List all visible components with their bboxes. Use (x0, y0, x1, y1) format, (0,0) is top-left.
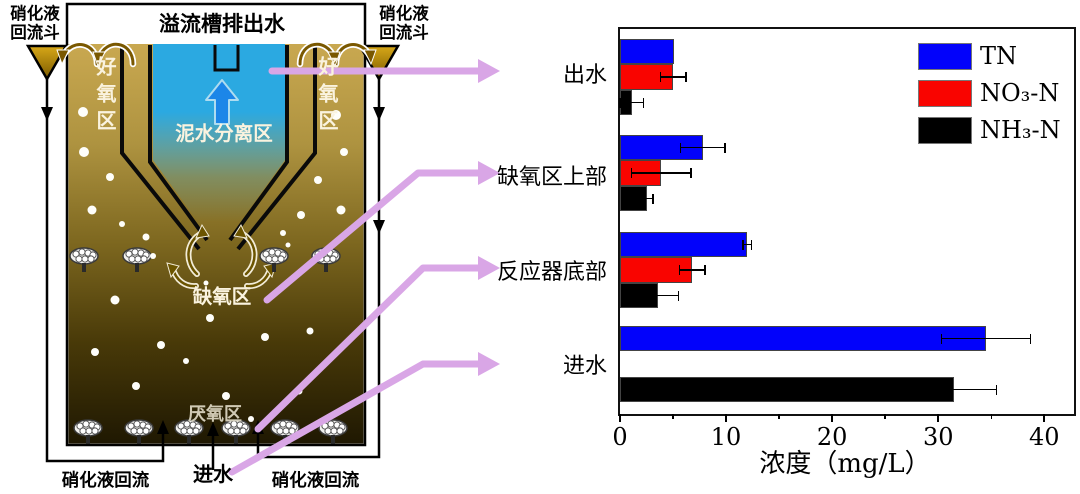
separation-zone-label: 泥水分离区 (175, 123, 273, 145)
error-bar (911, 388, 997, 391)
error-bar-cap (1029, 333, 1032, 344)
bar-TN-进水 (620, 326, 986, 352)
error-bar-cap (995, 384, 998, 395)
bar-NH₃-N-进水 (620, 376, 955, 403)
legend-swatch-no3n (918, 79, 972, 107)
aerobic-zone-right-label: 好氧区 (315, 56, 337, 137)
x-minor-tick-5 (672, 414, 674, 419)
surface-flow-arrows (56, 41, 377, 68)
x-axis-title: 浓度（mg/L） (759, 449, 931, 479)
legend-item-tn: TN (918, 42, 1061, 70)
x-minor-tick-25 (884, 414, 886, 419)
category-label-anoxic-upper: 缺氧区上部 (496, 165, 607, 190)
clarifier-funnel-walls (120, 45, 317, 251)
callout-arrowheads (478, 59, 500, 376)
error-bar-cap (704, 265, 706, 276)
x-tick-label-40: 40 (1029, 423, 1060, 451)
category-label-influent: 进水 (562, 354, 607, 379)
error-bar (640, 197, 653, 200)
callout-anoxic-upper (263, 169, 484, 304)
error-bar (631, 172, 692, 174)
reactor-diagram (25, 2, 500, 476)
chart-legend: TN NO₃-N NH₃-N (918, 42, 1061, 144)
legend-label-tn: TN (980, 42, 1018, 70)
reflux-right-label: 硝化液回流 (271, 470, 360, 490)
x-minor-tick-35 (990, 414, 992, 419)
error-bar-cap (910, 384, 913, 395)
error-bar-cap (690, 168, 692, 179)
callout-reactor-bottom (254, 264, 484, 433)
reflux-left-label: 硝化液回流 (61, 470, 150, 490)
x-tick-10 (725, 414, 728, 422)
error-bar (620, 101, 644, 104)
x-tick-label-20: 20 (816, 423, 848, 451)
category-label-effluent: 出水 (562, 63, 607, 88)
error-bar-cap (724, 142, 726, 153)
recirculation-pipes (45, 79, 381, 470)
legend-swatch-tn (918, 42, 972, 70)
influent-label: 进水 (193, 464, 233, 486)
x-tick-label-10: 10 (710, 423, 742, 451)
error-bar-cap (642, 97, 645, 108)
x-tick-label-30: 30 (922, 423, 954, 451)
reactor-tank (65, 2, 367, 447)
x-tick-30 (937, 414, 940, 422)
error-bar (638, 294, 679, 297)
category-label-reactor-bottom: 反应器底部 (496, 260, 607, 285)
legend-item-no3n: NO₃-N (918, 79, 1061, 107)
error-bar-cap (659, 72, 662, 83)
error-bar-cap (630, 168, 633, 179)
bubbles-layer (78, 107, 348, 422)
legend-label-nh3n: NH₃-N (980, 116, 1061, 144)
error-bar (941, 337, 1031, 340)
hopper-left-icon (25, 44, 69, 82)
x-tick-label-0: 0 (612, 423, 628, 451)
anoxic-zone-label: 缺氧区 (192, 286, 252, 308)
upflow-arrow-icon (205, 79, 239, 125)
bar-TN-出水 (620, 39, 675, 65)
error-bar-cap (678, 265, 681, 276)
error-bar-cap (652, 193, 654, 204)
error-bar-cap (639, 193, 641, 204)
legend-label-no3n: NO₃-N (980, 79, 1060, 107)
hopper-left-label: 硝化液 回流斗 (10, 5, 60, 42)
anaerobic-zone-label: 厌氧区 (188, 404, 242, 424)
legend-item-nh3n: NH₃-N (918, 116, 1061, 144)
error-bar (660, 76, 686, 78)
error-bar-cap (677, 290, 680, 301)
hopper-right-label: 硝化液 回流斗 (379, 5, 429, 42)
chart-plot-area: 0 10 20 30 40 (612, 27, 1076, 451)
error-bar-cap (679, 142, 682, 153)
aerobic-zone-left-label: 好氧区 (93, 56, 115, 137)
x-tick-40 (1043, 414, 1046, 422)
error-bar-cap (619, 97, 621, 108)
error-bar (679, 269, 705, 271)
error-bar-cap (940, 333, 943, 344)
error-bar-cap (750, 239, 753, 250)
error-bar-cap (637, 290, 639, 301)
separation-zone-area (153, 44, 285, 222)
callout-arrows (228, 67, 484, 476)
x-tick-0 (619, 414, 621, 422)
error-bar (743, 243, 752, 246)
x-tick-20 (831, 414, 834, 422)
effluent-weir-box (213, 45, 240, 72)
bar-TN-反应器底部 (620, 232, 748, 258)
callout-influent (228, 360, 484, 476)
legend-swatch-nh3n (918, 116, 972, 144)
overflow-outlet-label: 溢流槽排出水 (159, 13, 285, 36)
x-minor-tick-15 (778, 414, 780, 419)
error-bar-cap (684, 72, 687, 83)
error-bar-cap (742, 239, 744, 250)
error-bar (680, 146, 725, 149)
